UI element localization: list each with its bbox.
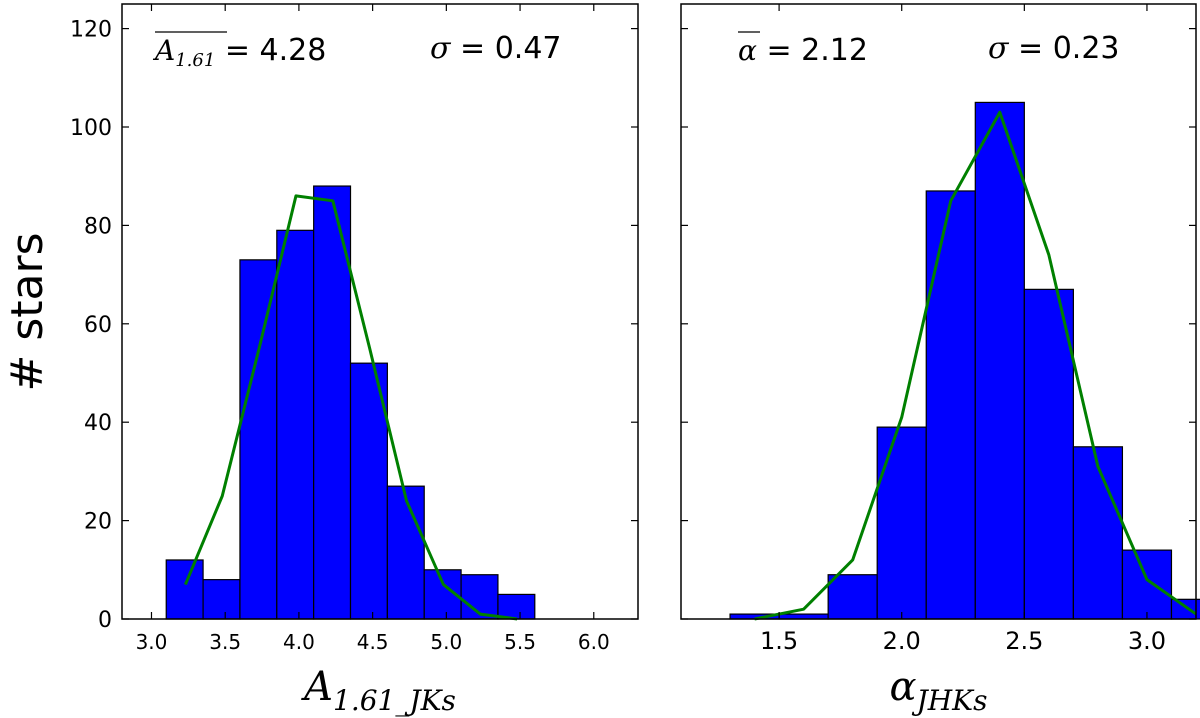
y-tick-label: 20 — [84, 510, 112, 535]
x-tick-label: 4.0 — [283, 630, 315, 654]
histogram-bar — [165, 559, 204, 620]
sigma-annotation: σ = 0.23 — [988, 31, 1120, 66]
x-tick-label: 3.5 — [209, 630, 241, 654]
x-tick-label: 1.5 — [760, 627, 798, 655]
plot-frame — [680, 3, 1197, 620]
sigma-annotation: σ = 0.47 — [430, 31, 562, 66]
histogram-bar — [1023, 288, 1074, 620]
x-axis-label: A1.61_JKs — [300, 664, 456, 717]
x-tick-label: 3.0 — [136, 630, 168, 654]
y-tick-label: 0 — [98, 608, 112, 633]
y-tick-label: 100 — [70, 116, 112, 141]
histogram-bar — [386, 485, 425, 620]
histogram-bar — [497, 593, 536, 620]
histogram-bar — [349, 362, 388, 620]
histogram-bar — [876, 426, 927, 620]
mean-annotation: α = 2.12 — [738, 33, 868, 68]
histogram-bar — [925, 190, 976, 620]
x-axis-label: αJHKs — [890, 664, 988, 717]
y-axis-label: # stars — [2, 232, 53, 391]
left-histogram-panel: 0 20 40 60 80 100 120 3.0 3.5 4.0 4.5 5.0 5.5 6.0 A1.6… — [70, 3, 639, 717]
y-tick-label: 60 — [84, 313, 112, 338]
histogram-bar — [827, 574, 878, 620]
y-tick-label: 40 — [84, 411, 112, 436]
histogram-bar — [313, 185, 352, 620]
x-tick-label: 3.0 — [1128, 627, 1166, 655]
y-tick-label: 80 — [84, 214, 112, 239]
histogram-bar — [276, 229, 315, 620]
fit-curve — [754, 110, 1197, 621]
histogram-bar — [974, 101, 1025, 620]
histogram-bar — [239, 259, 278, 620]
mean-annotation: A1.61 = 4.28 — [152, 33, 326, 71]
fit-curve — [184, 194, 518, 621]
right-histogram-panel: 1.5 2.0 2.5 3.0 αJHKs α = 2.12 σ = 0.23 — [680, 3, 1200, 717]
x-tick-label: 2.5 — [1005, 627, 1043, 655]
x-tick-label: 5.5 — [504, 630, 536, 654]
histogram-bar — [1121, 549, 1173, 620]
x-tick-label: 6.0 — [578, 630, 610, 654]
histogram-bar — [1072, 446, 1124, 620]
histogram-bar — [202, 579, 241, 620]
plot-frame — [121, 3, 639, 620]
x-tick-label: 4.5 — [357, 630, 389, 654]
y-tick-label: 120 — [70, 18, 112, 43]
x-tick-label: 5.0 — [430, 630, 462, 654]
x-tick-label: 2.0 — [883, 627, 921, 655]
